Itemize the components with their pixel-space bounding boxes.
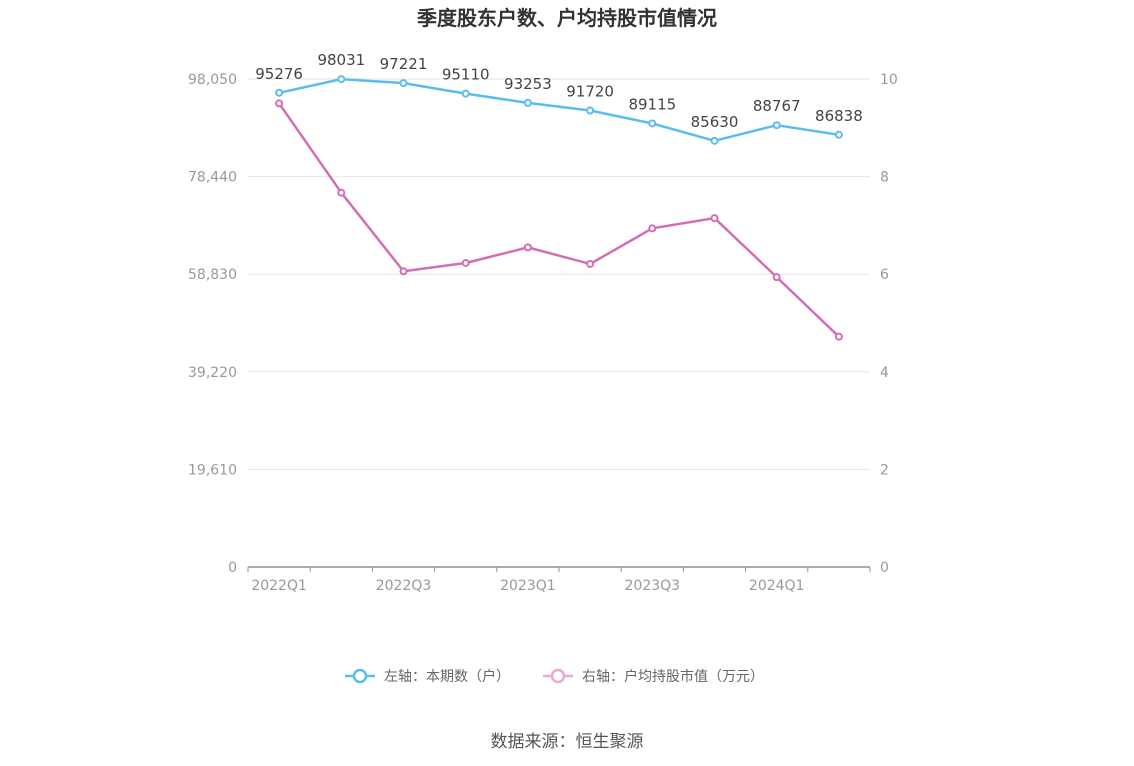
legend-marker <box>352 668 368 684</box>
data-point[interactable] <box>772 121 781 130</box>
x-ticks: 2022Q1 2022Q3 2023Q1 2023Q3 2024Q1 <box>247 567 871 594</box>
data-point[interactable] <box>586 259 595 268</box>
series-line <box>278 77 840 143</box>
data-label: 85630 <box>691 113 739 131</box>
data-label: 95110 <box>442 66 490 84</box>
data-label: 97221 <box>380 55 428 73</box>
series-right <box>275 99 843 341</box>
y-right-tick-label: 8 <box>880 170 889 186</box>
x-tick-label: 2023Q3 <box>625 578 681 594</box>
data-point[interactable] <box>648 224 657 233</box>
data-point[interactable] <box>710 136 719 145</box>
data-point[interactable] <box>337 75 346 84</box>
data-point[interactable] <box>337 188 346 197</box>
data-point[interactable] <box>399 79 408 88</box>
legend[interactable]: 左轴：本期数（户） 右轴：户均持股市值（万元） <box>345 668 764 685</box>
legend-item[interactable]: 右轴：户均持股市值（万元） <box>543 668 764 685</box>
data-label: 88767 <box>753 97 801 115</box>
y-right-tick-label: 4 <box>880 365 889 381</box>
data-point[interactable] <box>648 119 657 128</box>
data-point[interactable] <box>275 88 284 97</box>
data-label: 95276 <box>255 65 303 83</box>
legend-item[interactable]: 左轴：本期数（户） <box>345 668 510 685</box>
y-left-tick-label: 78,440 <box>188 170 237 186</box>
data-label: 98031 <box>317 51 365 69</box>
source-text: 数据来源：恒生聚源 <box>491 732 644 752</box>
y-left-tick-label: 58,830 <box>188 267 237 283</box>
y-left-tick-label: 0 <box>228 560 237 576</box>
series-left: 95276 98031 97221 95110 93253 91720 89115 85630… <box>255 51 863 145</box>
x-tick-label: 2022Q1 <box>251 578 307 594</box>
data-point[interactable] <box>834 130 843 139</box>
data-point[interactable] <box>834 332 843 341</box>
data-point[interactable] <box>523 243 532 252</box>
y-left-tick-label: 39,220 <box>188 365 237 381</box>
data-point[interactable] <box>710 214 719 223</box>
grid <box>248 78 870 568</box>
data-point[interactable] <box>461 89 470 98</box>
x-tick-label: 2024Q1 <box>749 578 805 594</box>
data-point[interactable] <box>399 267 408 276</box>
series-line <box>278 102 840 338</box>
data-label: 89115 <box>628 95 676 113</box>
y-right-tick-label: 6 <box>880 267 889 283</box>
x-tick-label: 2023Q1 <box>500 578 556 594</box>
data-point[interactable] <box>772 273 781 282</box>
y-left-ticks: 0 19,610 39,220 58,830 78,440 98,050 <box>188 72 237 576</box>
data-label: 91720 <box>566 83 614 101</box>
data-point[interactable] <box>586 106 595 115</box>
data-point[interactable] <box>523 98 532 107</box>
legend-marker <box>550 668 566 684</box>
y-left-tick-label: 19,610 <box>188 462 237 478</box>
y-right-tick-label: 10 <box>880 72 898 88</box>
data-label: 86838 <box>815 107 863 125</box>
y-right-tick-label: 0 <box>880 560 889 576</box>
legend-label: 左轴：本期数（户） <box>384 668 510 685</box>
y-left-tick-label: 98,050 <box>188 72 237 88</box>
data-label: 93253 <box>504 75 552 93</box>
y-right-ticks: 0 2 4 6 8 10 <box>880 72 898 576</box>
chart-title: 季度股东户数、户均持股市值情况 <box>416 6 717 30</box>
legend-label: 右轴：户均持股市值（万元） <box>582 668 764 685</box>
x-tick-label: 2022Q3 <box>376 578 432 594</box>
data-point[interactable] <box>275 99 284 108</box>
series-group: 95276 98031 97221 95110 93253 91720 89115 85630… <box>255 51 863 341</box>
data-point[interactable] <box>461 258 470 267</box>
y-right-tick-label: 2 <box>880 462 889 478</box>
